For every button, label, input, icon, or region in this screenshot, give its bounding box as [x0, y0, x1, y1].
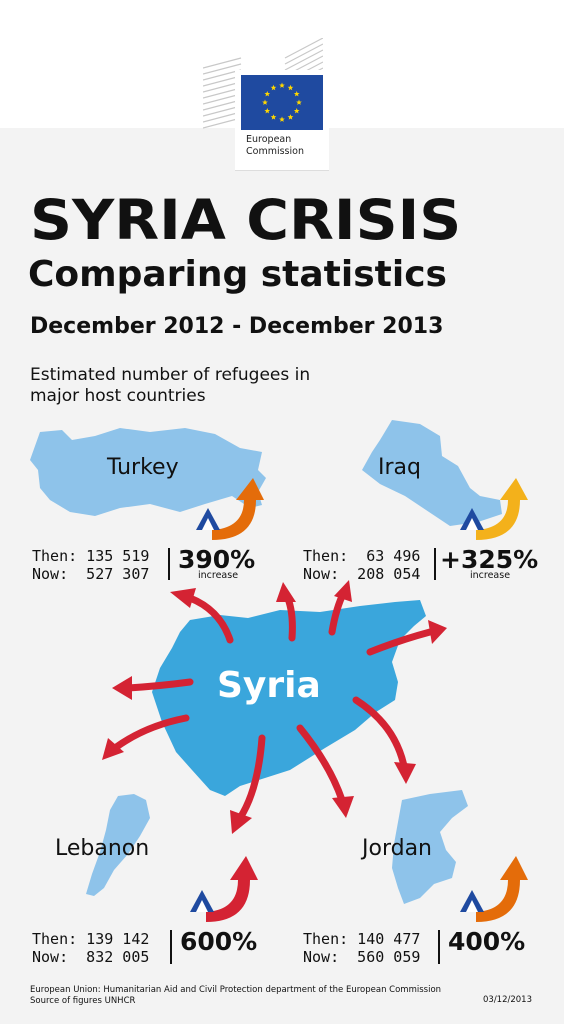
- iraq-increase: increase: [470, 570, 511, 581]
- title-period: December 2012 - December 2013: [30, 314, 444, 339]
- arrow-to-lebanon-2: [236, 734, 266, 822]
- syria-shape: [152, 600, 426, 796]
- iraq-stats: Then: 63 496 Now: 208 054: [303, 547, 420, 583]
- arrowhead-north-2: [334, 580, 352, 602]
- eu-star-icon: [270, 114, 277, 120]
- jordan-now: Now: 560 059: [303, 948, 421, 966]
- arrowhead-lebanon-2: [230, 810, 252, 834]
- arrow-west: [124, 678, 194, 692]
- lebanon-now: Now: 832 005: [32, 948, 150, 966]
- iraq-growth-icon: [460, 478, 528, 540]
- turkey-stats: Then: 135 519 Now: 527 307: [32, 547, 149, 583]
- iraq-divider: [434, 548, 436, 580]
- footer-date: 03/12/2013: [483, 995, 532, 1005]
- jordan-label: Jordan: [362, 836, 432, 861]
- iraq-shape: [362, 420, 502, 526]
- arrowhead-iraq: [428, 620, 447, 644]
- arrow-to-jordan-2: [352, 696, 408, 770]
- footer-credit: European Union: Humanitarian Aid and Civ…: [30, 985, 442, 995]
- subtitle: Estimated number of refugees in major ho…: [30, 365, 310, 407]
- logo-line-1: European: [246, 134, 292, 145]
- footer: European Union: Humanitarian Aid and Civ…: [30, 985, 441, 1007]
- lebanon-shape: [86, 794, 150, 896]
- arrow-to-lebanon-1: [111, 714, 190, 752]
- eu-star-icon: [270, 84, 277, 91]
- lebanon-growth-icon: [190, 856, 258, 922]
- arrowhead-lebanon-1: [102, 738, 124, 760]
- turkey-now: Now: 527 307: [32, 565, 150, 583]
- lebanon-label: Lebanon: [55, 836, 150, 861]
- arrow-to-iraq: [366, 628, 434, 656]
- turkey-label: Turkey: [107, 455, 179, 480]
- eu-star-icon: [296, 99, 302, 105]
- lebanon-stats: Then: 139 142 Now: 832 005: [32, 930, 149, 966]
- turkey-percent: 390%: [178, 545, 256, 574]
- jordan-percent: 400%: [448, 927, 526, 956]
- turkey-growth-icon: [196, 478, 264, 540]
- arrowhead-jordan-1: [332, 796, 354, 818]
- eu-flag-icon: [241, 75, 323, 130]
- lebanon-divider: [170, 930, 172, 964]
- jordan-divider: [438, 930, 440, 964]
- jordan-shape: [392, 790, 468, 904]
- subtitle-line-2: major host countries: [30, 386, 206, 406]
- main-title: SYRIA CRISIS: [30, 188, 462, 252]
- turkey-shape: [30, 428, 266, 516]
- eu-star-icon: [279, 82, 285, 88]
- iraq-percent: +325%: [440, 545, 539, 574]
- title-sub: Comparing statistics: [28, 254, 447, 295]
- eu-star-icon: [264, 108, 271, 114]
- turkey-divider: [168, 548, 170, 580]
- eu-star-icon: [287, 114, 294, 120]
- eu-star-icon: [262, 99, 268, 105]
- arrow-to-jordan-1: [296, 724, 346, 804]
- eu-star-icon: [293, 91, 300, 97]
- iraq-then: Then: 63 496: [303, 547, 421, 565]
- lebanon-then: Then: 139 142: [32, 930, 150, 948]
- turkey-then: Then: 135 519: [32, 547, 150, 565]
- arrowhead-west: [112, 676, 132, 700]
- logo-line-2: Commission: [246, 146, 304, 157]
- syria-label: Syria: [217, 665, 321, 706]
- arrowhead-north-1: [276, 582, 296, 602]
- eu-star-icon: [264, 91, 271, 97]
- eu-star-icon: [293, 108, 300, 114]
- turkey-increase: increase: [198, 570, 239, 581]
- lebanon-percent: 600%: [180, 927, 258, 956]
- jordan-growth-icon: [460, 856, 528, 922]
- subtitle-line-1: Estimated number of refugees in: [30, 365, 311, 385]
- arrowhead-turkey: [170, 588, 196, 608]
- commission-name: European Commission: [246, 134, 304, 158]
- iraq-label: Iraq: [378, 455, 421, 480]
- footer-source: Source of figures UNHCR: [30, 996, 136, 1006]
- iraq-now: Now: 208 054: [303, 565, 421, 583]
- eu-star-icon: [287, 84, 294, 91]
- jordan-then: Then: 140 477: [303, 930, 421, 948]
- arrow-to-turkey: [186, 594, 234, 644]
- arrowhead-jordan-2: [394, 762, 416, 784]
- eu-star-icon: [279, 116, 285, 122]
- jordan-stats: Then: 140 477 Now: 560 059: [303, 930, 420, 966]
- lebanon-growth-arrow: [206, 856, 258, 922]
